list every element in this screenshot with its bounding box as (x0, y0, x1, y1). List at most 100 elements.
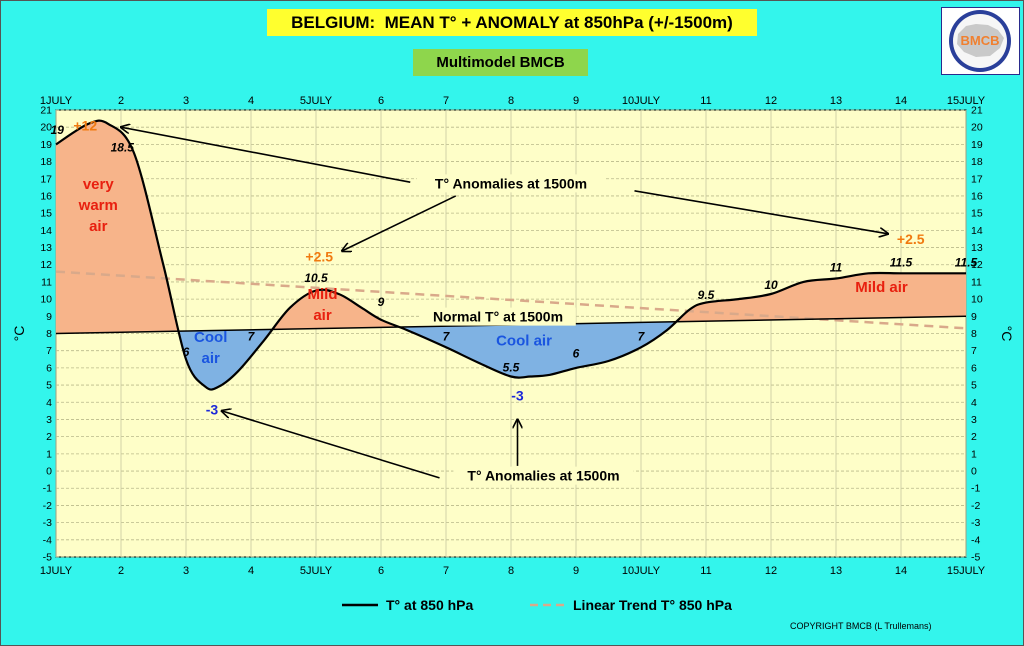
region-label: Cool air (194, 329, 227, 367)
annotation-arrow (342, 195, 457, 251)
annotation-bg (416, 174, 606, 193)
y-tick-label-left: 20 (40, 122, 52, 134)
x-tick-label-top: 3 (183, 95, 189, 107)
x-tick-label-top: 11 (700, 95, 711, 107)
warm-anomaly-area (56, 120, 966, 334)
x-tick-label-top: 2 (118, 95, 124, 107)
y-tick-label-left: 14 (40, 225, 52, 237)
y-tick-label-right: 12 (971, 259, 983, 271)
y-tick-label-left: 19 (40, 139, 52, 151)
y-tick-label-left: 9 (46, 311, 52, 323)
x-tick-label-bottom: 15JULY (947, 565, 986, 577)
y-tick-label-right: 11 (971, 276, 982, 288)
anomaly-label: +2.5 (897, 231, 925, 247)
y-tick-label-left: 17 (40, 173, 52, 185)
x-tick-label-bottom: 6 (378, 565, 384, 577)
legend: T° at 850 hPa Linear Trend T° 850 hPa (342, 597, 732, 613)
y-tick-label-left: 3 (46, 414, 52, 426)
annotation-arrow (222, 411, 440, 479)
y-tick-label-left: 0 (46, 466, 52, 478)
region-label-line: air (313, 307, 332, 324)
x-tick-label-bottom: 4 (248, 565, 254, 577)
y-tick-label-right: -1 (971, 483, 980, 495)
data-label: 10 (764, 278, 778, 292)
y-tick-label-right: 4 (971, 397, 977, 409)
x-tick-label-bottom: 13 (830, 565, 842, 577)
y-tick-label-right: 0 (971, 466, 977, 478)
region-label: Mild air (308, 286, 338, 324)
x-tick-label-top: 6 (378, 95, 384, 107)
y-tick-label-right: 8 (971, 328, 977, 340)
y-tick-label-left: 15 (40, 208, 52, 220)
y-tick-label-right: 2 (971, 431, 977, 443)
y-tick-label-right: 3 (971, 414, 977, 426)
x-tick-label-top: 9 (573, 95, 579, 107)
data-label: 9 (378, 295, 385, 309)
y-tick-label-right: 21 (971, 105, 983, 117)
x-tick-label-bottom: 12 (765, 565, 777, 577)
copyright: COPYRIGHT BMCB (L Trullemans) (790, 621, 932, 631)
chart-subtitle: Multimodel BMCB (413, 49, 588, 76)
y-tick-label-left: 2 (46, 431, 52, 443)
annotation-text: T° Anomalies at 1500m (435, 175, 587, 191)
y-tick-label-left: -5 (43, 552, 52, 564)
y-tick-label-left: 7 (46, 345, 52, 357)
y-tick-label-left: -2 (43, 500, 52, 512)
logo-text: BMCB (961, 33, 1000, 48)
region-label: Mild air (855, 279, 908, 296)
y-tick-label-right: 9 (971, 311, 977, 323)
y-tick-label-right: 20 (971, 122, 983, 134)
y-tick-label-right: -5 (971, 552, 980, 564)
x-tick-label-top: 13 (830, 95, 842, 107)
data-label: 10.5 (304, 271, 328, 285)
y-tick-label-left: 8 (46, 328, 52, 340)
annotation-arrow (634, 190, 889, 234)
y-tick-label-right: -4 (971, 534, 980, 546)
anomaly-label: +2.5 (305, 248, 333, 264)
y-tick-label-left: 5 (46, 380, 52, 392)
trend-line (55, 270, 967, 330)
data-label: 6 (183, 345, 190, 359)
annotation-bg (453, 466, 634, 485)
y-tick-label-right: 13 (971, 242, 983, 254)
y-tick-label-left: 4 (46, 397, 52, 409)
y-tick-label-left: -4 (43, 534, 52, 546)
y-tick-label-right: 10 (971, 294, 983, 306)
data-label: 11.5 (890, 255, 913, 269)
region-label-line: Cool (194, 329, 227, 346)
y-tick-label-left: 16 (40, 190, 52, 202)
data-label: 19 (51, 123, 65, 137)
y-tick-label-right: 1 (971, 448, 977, 460)
y-tick-label-right: 6 (971, 362, 977, 374)
region-label: Cool air (496, 333, 552, 350)
annotation-arrow (121, 127, 411, 183)
anomaly-label: -3 (511, 388, 524, 404)
chart-title: BELGIUM: MEAN T° + ANOMALY at 850hPa (+/… (267, 9, 757, 36)
y-tick-label-right: 16 (971, 190, 983, 202)
data-label: 11.5 (955, 255, 978, 269)
logo-globe-icon: BMCB (949, 10, 1011, 72)
data-label: 7 (443, 329, 451, 343)
annotation-text: T° Anomalies at 1500m (467, 468, 619, 484)
temperature-850hpa-line (55, 119, 966, 391)
y-tick-label-left: 10 (40, 294, 52, 306)
region-label-line: very (83, 176, 115, 193)
y-tick-label-left: -3 (43, 517, 52, 529)
y-tick-label-left: 11 (41, 276, 52, 288)
x-tick-label-bottom: 2 (118, 565, 124, 577)
region-label-line: Mild (308, 286, 338, 303)
x-tick-label-bottom: 10JULY (622, 565, 661, 577)
x-tick-label-bottom: 3 (183, 565, 189, 577)
x-tick-label-bottom: 14 (895, 565, 907, 577)
y-tick-label-right: -3 (971, 517, 980, 529)
data-label: 6 (573, 347, 580, 361)
y-tick-label-left: 13 (40, 242, 52, 254)
data-label: 7 (638, 329, 646, 343)
data-label: 9.5 (698, 288, 715, 302)
y-tick-label-right: 7 (971, 345, 977, 357)
x-tick-label-top: 7 (443, 95, 449, 107)
y-axis-label-left: °C (11, 326, 27, 342)
legend-label-temperature: T° at 850 hPa (386, 597, 474, 613)
annotation-bg (420, 307, 576, 326)
